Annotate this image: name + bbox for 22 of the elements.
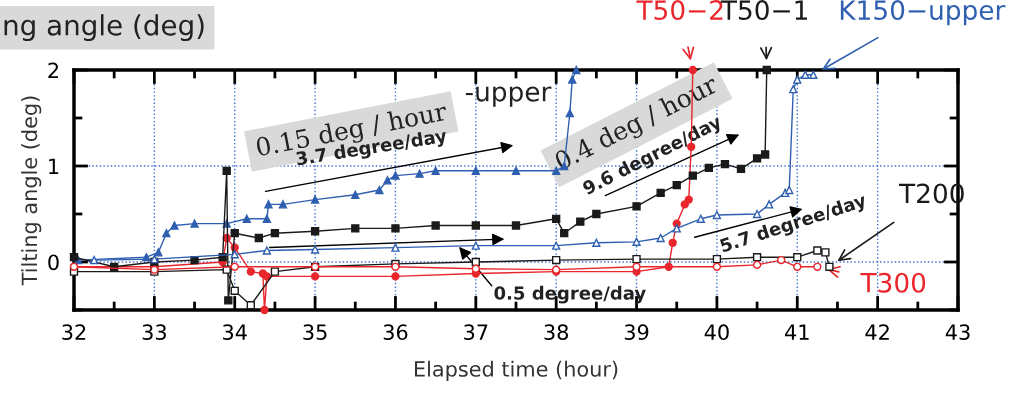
x-tick-label: 39 — [624, 324, 649, 341]
y-tick-label: 1 — [49, 158, 59, 174]
y-tick-label: 2 — [48, 62, 59, 78]
y-axis-title: Tilting angle (deg) — [21, 96, 42, 286]
x-tick-label: 37 — [464, 324, 488, 341]
annotation: -upper — [465, 86, 552, 107]
x-tick-label: 35 — [303, 324, 327, 341]
x-tick-label: 41 — [785, 324, 809, 340]
text: K150−upper — [840, 0, 1006, 26]
x-tick-label: 36 — [383, 324, 408, 341]
x-tick-label: 38 — [544, 324, 569, 341]
x-tick-label: 33 — [142, 324, 166, 341]
x-tick-label: 32 — [62, 324, 86, 341]
x-tick-label: 40 — [704, 324, 729, 341]
legend-label: T300 — [860, 272, 926, 293]
x-tick-label: 34 — [223, 324, 247, 341]
x-tick-label: 43 — [945, 324, 970, 341]
x-tick-label: 42 — [865, 324, 889, 340]
x-axis-title: Elapsed time (hour) — [414, 360, 618, 381]
annotation: 0.5 degree/day — [494, 285, 646, 304]
chart-title: ng angle (deg) — [4, 14, 204, 42]
y-tick-label: 0 — [48, 254, 59, 271]
